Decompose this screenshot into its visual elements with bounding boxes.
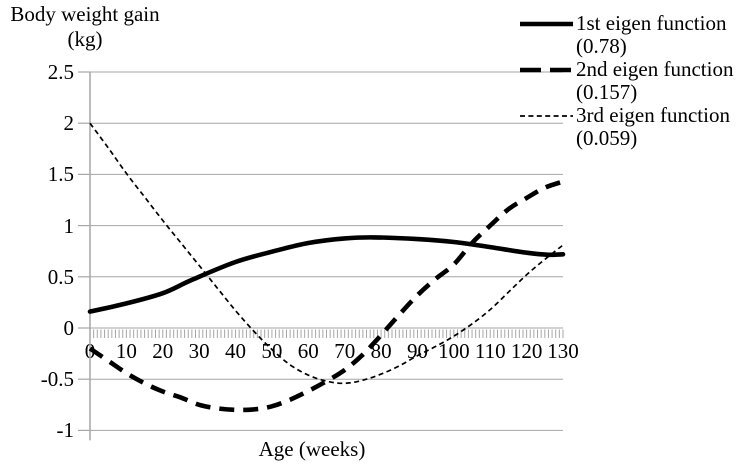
legend-text: 3rd eigen function (0.059) [576, 104, 756, 150]
y-axis-title: Body weight gain (kg) [0, 2, 170, 52]
curve-2nd-eigen-function [88, 179, 564, 413]
legend-text: 1st eigen function (0.78) [576, 12, 756, 58]
x-axis-title: Age (weeks) [258, 437, 366, 461]
y-axis-title-line1: Body weight gain [10, 2, 160, 26]
legend-key-solid-line [520, 21, 573, 27]
legend-series-label: 2nd eigen function [576, 57, 734, 81]
y-tick-label: 0 [63, 316, 75, 340]
legend-item: 1st eigen function (0.78) [518, 12, 756, 58]
legend-item: 3rd eigen function (0.059) [518, 104, 756, 150]
legend-series-label: 3rd eigen function [576, 103, 730, 127]
legend-key-dashed-thin-line [520, 115, 573, 117]
y-axis-title-line2: (kg) [67, 27, 103, 51]
y-tick-label: -0.5 [40, 367, 74, 392]
y-tick-label: -1 [56, 418, 75, 443]
y-tick-label: 2.5 [47, 60, 74, 84]
legend-key-dashed-thick-line [520, 67, 573, 73]
legend-text: 2nd eigen function (0.157) [576, 58, 756, 104]
legend-series-value: (0.78) [576, 34, 627, 58]
y-tick-label: 0.5 [47, 264, 74, 289]
legend-series-value: (0.059) [576, 126, 638, 150]
x-tick-label: 130 [547, 339, 579, 363]
y-tick-label: 2 [63, 111, 75, 136]
legend-series-label: 1st eigen function [576, 11, 727, 35]
y-tick-label: 1 [63, 213, 75, 238]
y-tick-label: 1.5 [47, 162, 74, 187]
curve-1st-eigen-function [87, 235, 566, 314]
legend-series-value: (0.157) [576, 80, 638, 104]
legend-item: 2nd eigen function (0.157) [518, 58, 756, 104]
